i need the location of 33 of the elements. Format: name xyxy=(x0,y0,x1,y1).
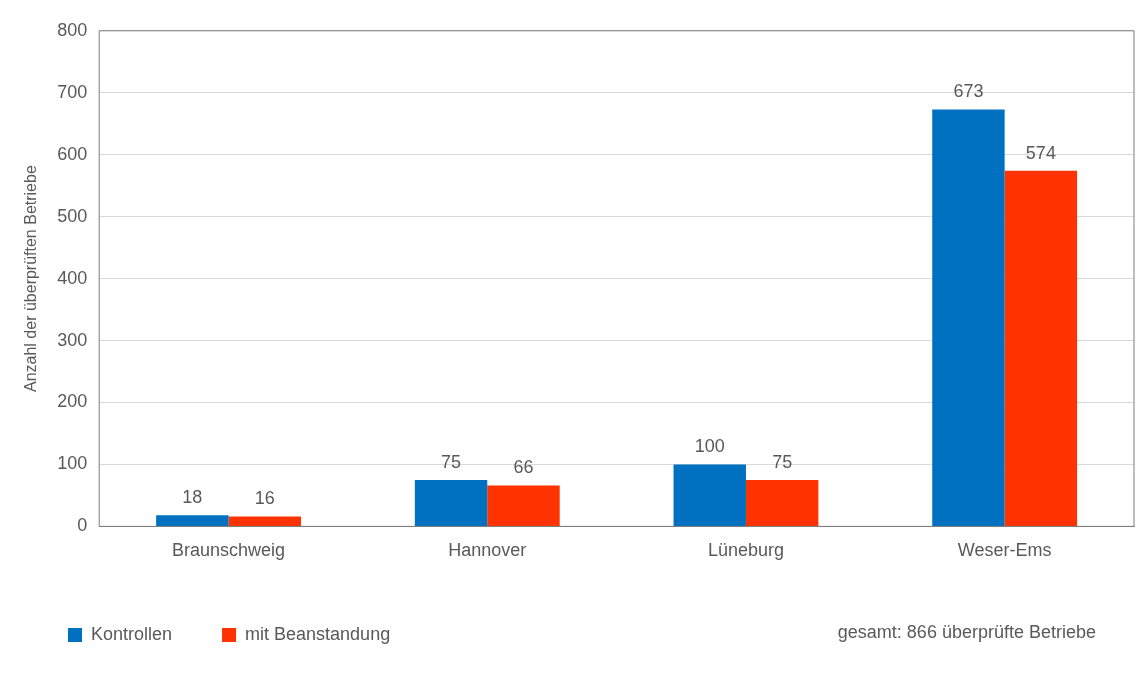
y-tick-label: 300 xyxy=(57,329,88,350)
data-label: 66 xyxy=(513,457,534,478)
bar xyxy=(228,516,302,526)
text: gesamt: 866 überprüfte Betriebe xyxy=(837,621,1096,642)
y-tick-label: 600 xyxy=(57,143,88,164)
bar xyxy=(487,485,560,526)
data-label: 16 xyxy=(254,488,275,509)
bar xyxy=(1004,170,1078,526)
bar xyxy=(414,479,488,526)
y-tick-label: 800 xyxy=(57,19,88,40)
bar xyxy=(156,515,229,526)
data-label: 100 xyxy=(694,436,725,457)
data-label: 75 xyxy=(441,451,462,472)
x-tick-label: Braunschweig xyxy=(172,540,286,561)
data-label: 18 xyxy=(182,487,203,508)
y-tick-label: 700 xyxy=(57,81,88,102)
data-label: 673 xyxy=(953,81,984,102)
y-tick-label: 400 xyxy=(57,267,88,288)
legend-label: Kontrollen xyxy=(91,623,173,644)
y-axis-title: Anzahl der überprüften Betriebe xyxy=(22,165,40,393)
legend-label: mit Beanstandung xyxy=(245,623,391,644)
y-tick-label: 0 xyxy=(77,515,88,536)
data-label: 75 xyxy=(772,451,793,472)
bar xyxy=(932,109,1005,526)
data-label: 574 xyxy=(1025,142,1056,163)
y-tick-label: 500 xyxy=(57,205,88,226)
y-tick-label: 200 xyxy=(57,391,88,412)
x-tick-label: Hannover xyxy=(448,540,527,561)
bar xyxy=(673,464,746,526)
y-tick-label: 100 xyxy=(57,453,88,474)
x-tick-label: Weser-Ems xyxy=(957,540,1052,561)
x-tick-label: Lüneburg xyxy=(707,540,784,561)
bar xyxy=(745,479,819,526)
